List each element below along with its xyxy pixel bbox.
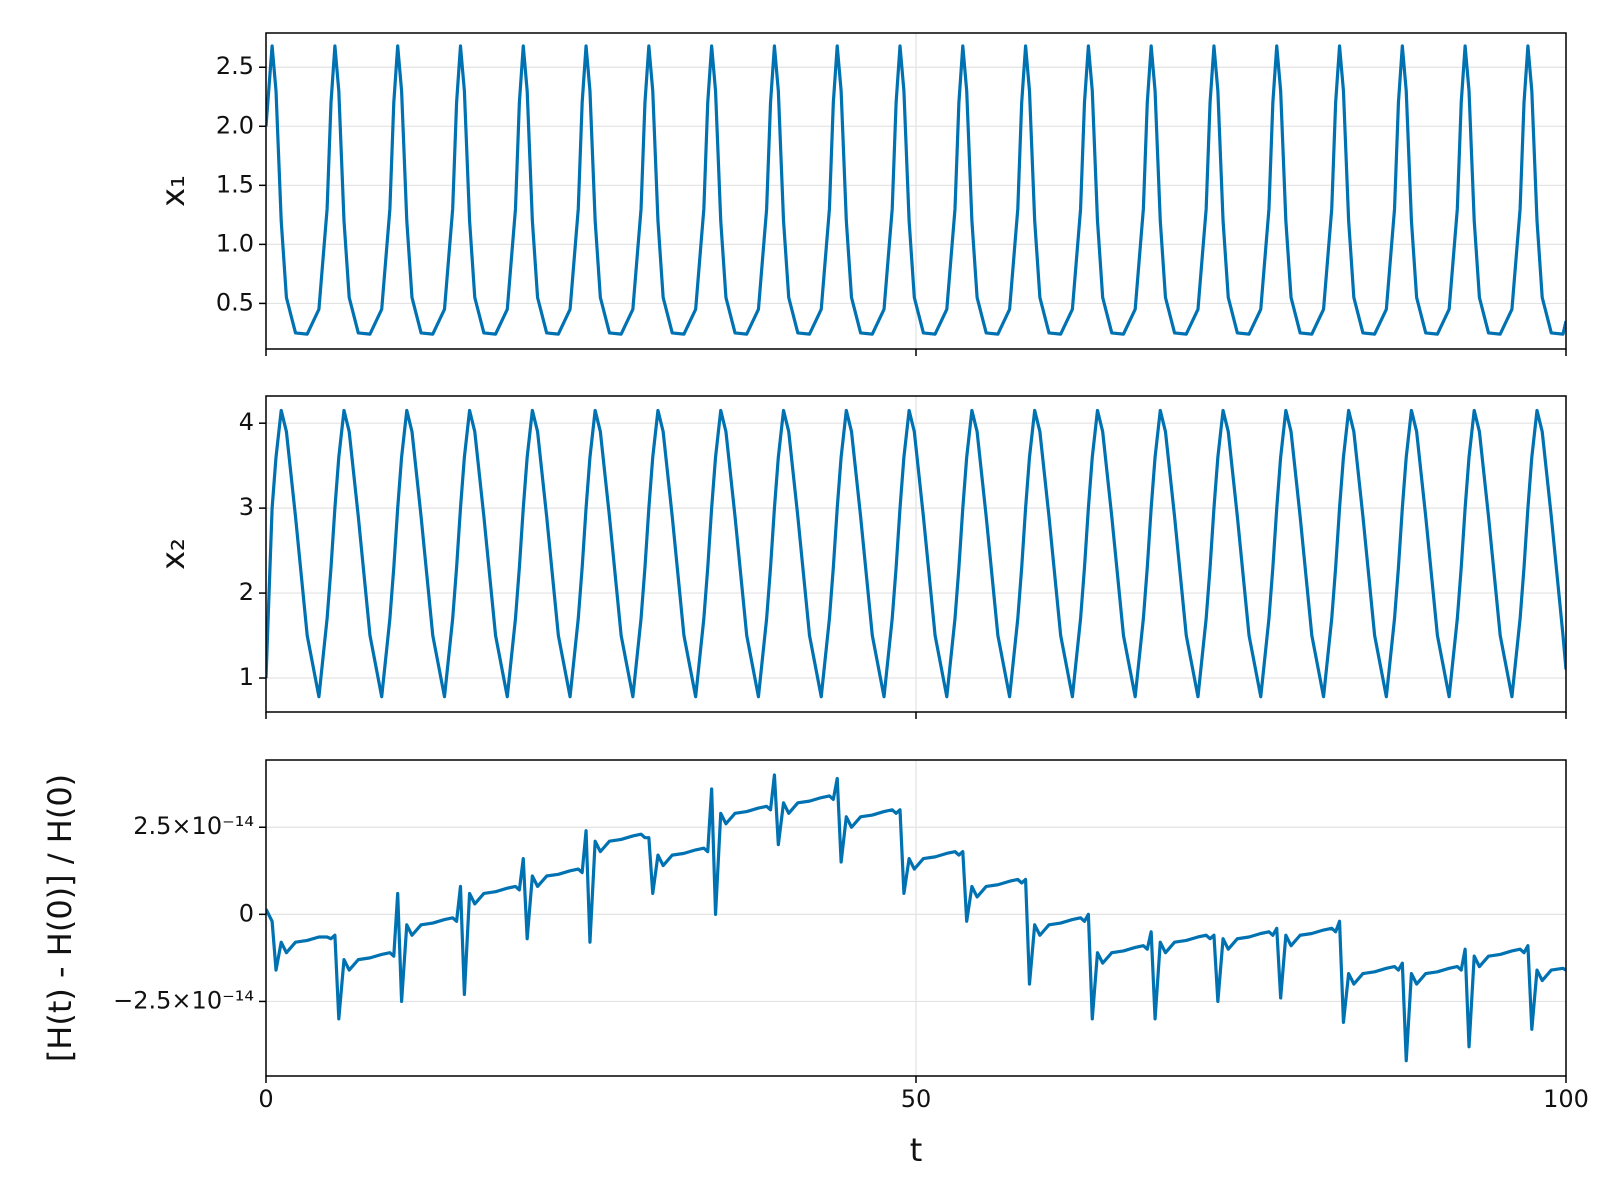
- y-tick-label: 1: [239, 663, 254, 691]
- y-axis-label: [H(t) - H(0)] / H(0): [41, 774, 79, 1062]
- y-tick-label: −2.5×10⁻¹⁴: [113, 986, 254, 1014]
- y-tick-label: 3: [239, 493, 254, 521]
- y-axis-label: x₂: [154, 538, 192, 570]
- y-tick-label: 2: [239, 578, 254, 606]
- y-tick-label: 1.0: [216, 229, 254, 257]
- y-tick-label: 2.5: [216, 52, 254, 80]
- x-tick-label: 100: [1543, 1085, 1589, 1113]
- x-axis-label: t: [910, 1131, 923, 1169]
- y-tick-label: 0: [239, 899, 254, 927]
- panel: 1 2 3 4 x₂: [154, 395, 1567, 719]
- y-tick-label: 2.5×10⁻¹⁴: [133, 812, 254, 840]
- y-tick-label: 2.0: [216, 111, 254, 139]
- panel: 0.5 1.0 1.5 2.0 2.5 x₁: [154, 32, 1567, 356]
- y-tick-label: 0.5: [216, 288, 254, 316]
- data-line: [266, 44, 1566, 336]
- data-line: [266, 408, 1566, 699]
- data-line: [266, 773, 1566, 1063]
- panel: −2.5×10⁻¹⁴ 0 2.5×10⁻¹⁴ 0 50 100 [H(t) - H(0)] …: [41, 759, 1589, 1113]
- y-axis-label: x₁: [154, 175, 192, 207]
- y-tick-label: 4: [239, 408, 254, 436]
- x-tick-label: 0: [258, 1085, 273, 1113]
- x-tick-label: 50: [901, 1085, 932, 1113]
- y-tick-label: 1.5: [216, 170, 254, 198]
